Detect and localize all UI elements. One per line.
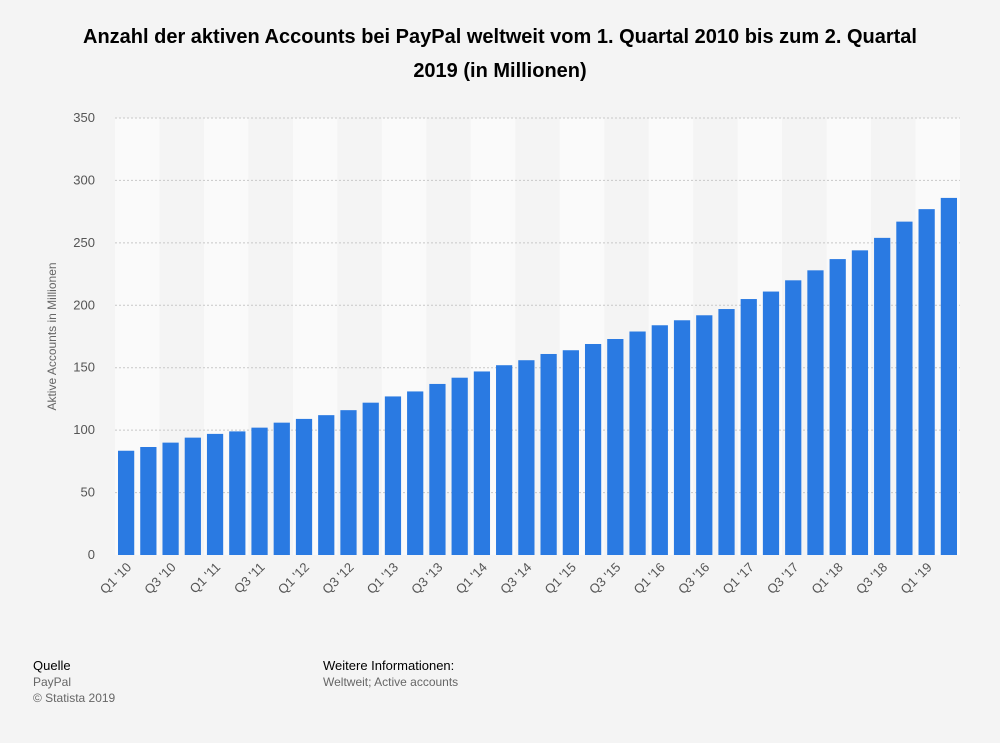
- x-tick-label: Q1 '13: [364, 560, 401, 597]
- source-name[interactable]: PayPal: [33, 675, 72, 689]
- bars: [118, 197, 957, 556]
- bar[interactable]: [874, 237, 891, 555]
- bar[interactable]: [251, 427, 268, 555]
- x-tick-label: Q3 '18: [853, 560, 890, 597]
- bar[interactable]: [607, 338, 624, 555]
- bar[interactable]: [540, 353, 557, 555]
- y-tick-label: 200: [73, 297, 95, 312]
- y-tick-label: 150: [73, 360, 95, 375]
- chart-title: Anzahl der aktiven Accounts bei PayPal w…: [83, 26, 917, 82]
- x-tick-label: Q3 '13: [408, 560, 445, 597]
- x-tick-label: Q3 '15: [586, 560, 623, 597]
- x-axis-ticks: Q1 '10 Q3 '10 Q1 '11 Q3 '11 Q1 '12 Q3 '12 Q1 '…: [97, 560, 935, 597]
- source-heading: Quelle: [33, 658, 71, 673]
- x-tick-label: Q1 '19: [897, 560, 934, 597]
- bar[interactable]: [807, 270, 824, 555]
- bar[interactable]: [740, 299, 757, 555]
- y-axis-ticks: 0 50 100 150 200 250 300 350: [73, 110, 95, 562]
- bar[interactable]: [451, 377, 468, 555]
- y-tick-label: 100: [73, 422, 95, 437]
- x-tick-label: Q1 '14: [453, 560, 490, 597]
- x-tick-label: Q1 '18: [808, 560, 845, 597]
- x-tick-label: Q3 '16: [675, 560, 712, 597]
- bar[interactable]: [718, 309, 735, 555]
- y-tick-label: 250: [73, 235, 95, 250]
- bar[interactable]: [584, 343, 602, 555]
- bar[interactable]: [340, 410, 357, 555]
- bar[interactable]: [318, 415, 335, 555]
- x-tick-label: Q1 '17: [719, 560, 756, 597]
- y-tick-label: 0: [88, 547, 95, 562]
- bar[interactable]: [140, 446, 157, 555]
- bar[interactable]: [696, 315, 713, 555]
- x-tick-label: Q3 '14: [497, 560, 534, 597]
- bar[interactable]: [829, 259, 846, 555]
- bar[interactable]: [940, 197, 957, 555]
- bar[interactable]: [651, 325, 668, 555]
- y-tick-label: 350: [73, 110, 95, 125]
- source-block: Quelle PayPal © Statista 2019: [33, 658, 115, 706]
- bar[interactable]: [629, 331, 646, 555]
- bar[interactable]: [273, 422, 290, 555]
- bar[interactable]: [473, 371, 491, 555]
- x-tick-label: Q1 '15: [542, 560, 579, 597]
- bar[interactable]: [429, 383, 446, 555]
- y-axis-label: Aktive Accounts in Millionen: [45, 262, 59, 410]
- bar[interactable]: [896, 221, 913, 556]
- x-tick-label: Q3 '12: [319, 560, 356, 597]
- bar[interactable]: [785, 280, 802, 555]
- info-block: Weitere Informationen: Weltweit; Active …: [323, 658, 458, 690]
- info-heading: Weitere Informationen:: [323, 658, 455, 673]
- bar[interactable]: [762, 291, 780, 555]
- x-tick-label: Q1 '12: [275, 560, 312, 597]
- x-tick-label: Q1 '10: [97, 560, 134, 597]
- info-text: Weltweit; Active accounts: [323, 675, 459, 689]
- bar[interactable]: [851, 250, 869, 555]
- bar[interactable]: [518, 360, 535, 555]
- bar[interactable]: [206, 433, 224, 555]
- bar[interactable]: [496, 365, 513, 555]
- x-tick-label: Q3 '10: [141, 560, 178, 597]
- bar[interactable]: [184, 437, 201, 555]
- bar[interactable]: [362, 402, 379, 555]
- bar[interactable]: [118, 450, 135, 555]
- bar[interactable]: [918, 209, 935, 555]
- x-tick-label: Q3 '17: [764, 560, 801, 597]
- x-tick-label: Q1 '11: [186, 560, 223, 597]
- copyright[interactable]: © Statista 2019: [33, 691, 116, 705]
- x-tick-label: Q3 '11: [231, 560, 268, 597]
- bar[interactable]: [162, 442, 179, 555]
- bar[interactable]: [229, 431, 246, 555]
- bar-chart: 0 50 100 150 200 250 300 350 Q1 '10 Q3 '10 Q1 '11…: [45, 110, 960, 597]
- bar[interactable]: [562, 350, 579, 555]
- y-tick-label: 50: [81, 485, 95, 500]
- bar[interactable]: [407, 391, 424, 555]
- bar[interactable]: [673, 320, 691, 555]
- y-tick-label: 300: [73, 172, 95, 187]
- x-tick-label: Q1 '16: [631, 560, 668, 597]
- bar[interactable]: [384, 396, 402, 555]
- bar[interactable]: [295, 418, 313, 555]
